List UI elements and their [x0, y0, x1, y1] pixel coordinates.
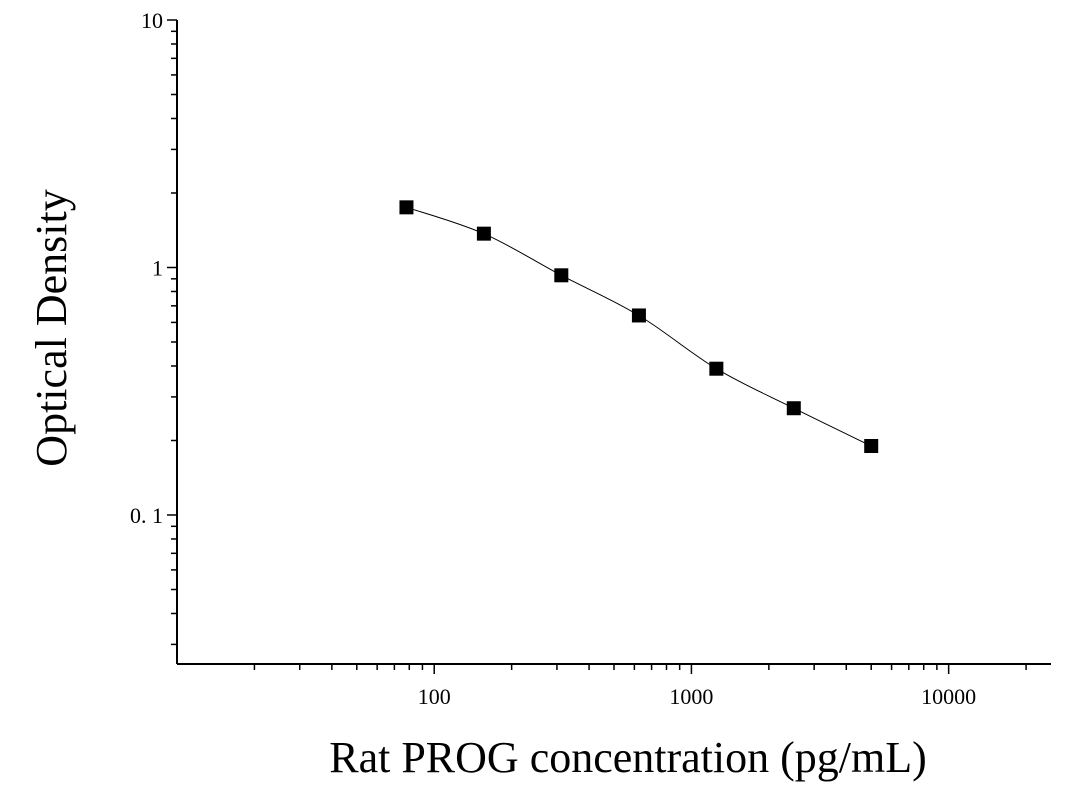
data-point	[709, 361, 724, 376]
data-points	[399, 200, 879, 454]
data-point	[864, 439, 879, 454]
data-point	[554, 268, 569, 283]
data-point	[631, 308, 646, 323]
data-point	[786, 401, 801, 416]
data-point	[399, 200, 414, 215]
x-tick-labels: 100 1000 10000	[418, 684, 976, 709]
y-axis-title: Optical Density	[27, 189, 76, 466]
x-axis	[177, 663, 1051, 674]
x-tick-label: 100	[418, 684, 451, 709]
data-point	[476, 226, 491, 241]
fit-curve-line	[406, 206, 872, 447]
y-tick-labels: 0. 1 1 10	[130, 8, 163, 528]
x-tick-label: 1000	[669, 684, 713, 709]
y-tick-label: 10	[141, 8, 163, 33]
y-axis	[167, 19, 178, 664]
y-tick-label: 0. 1	[130, 503, 163, 528]
x-axis-title: Rat PROG concentration (pg/mL)	[329, 733, 927, 782]
x-tick-label: 10000	[921, 684, 976, 709]
y-tick-label: 1	[152, 255, 163, 280]
